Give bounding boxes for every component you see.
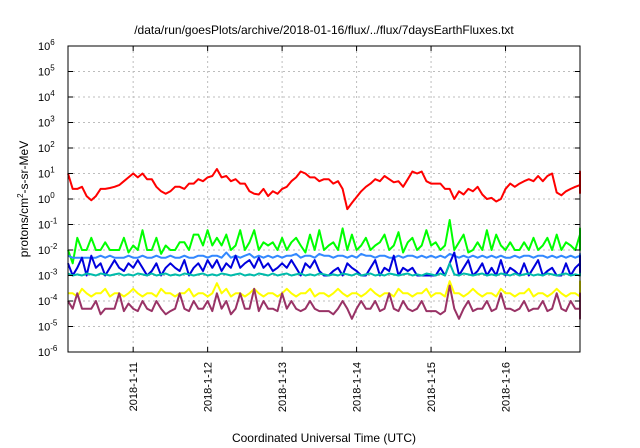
y-axis-label-sup: 2 [16,193,25,198]
x-tick-label: 2018-1-14 [352,362,364,412]
y-tick-base: 10 [38,194,50,206]
y-tick-exp: -2 [50,242,58,251]
y-tick-label: 102 [38,140,55,155]
y-tick-base: 10 [38,118,50,130]
y-axis: 10-610-510-410-310-210-11001011021031041… [38,38,580,359]
y-tick-exp: 4 [50,89,55,98]
y-tick-exp: -1 [50,217,58,226]
chart-title: /data/run/goesPlots/archive/2018-01-16/f… [134,23,514,37]
y-tick-exp: 2 [50,140,55,149]
y-tick-exp: -4 [50,293,58,302]
y-tick-exp: -3 [50,268,58,277]
y-tick-exp: 5 [50,64,55,73]
grid [68,46,580,352]
y-tick-exp: 6 [50,38,55,47]
x-tick-label: 2018-1-12 [203,362,215,412]
y-tick-base: 10 [38,245,50,257]
y-tick-exp: -5 [50,319,58,328]
y-tick-base: 10 [38,271,50,283]
y-tick-base: 10 [38,67,50,79]
y-axis-label-rest: -s-sr-MeV [17,141,31,194]
series-line-3 [67,251,581,259]
y-tick-exp: 1 [50,166,55,175]
y-tick-base: 10 [38,41,50,53]
y-tick-label: 10-3 [38,268,58,283]
y-tick-label: 101 [38,166,55,181]
y-tick-base: 10 [38,169,50,181]
series-line-6 [68,280,581,298]
x-tick-label: 2018-1-16 [501,362,513,412]
y-tick-base: 10 [38,220,50,232]
y-tick-exp: 3 [50,115,55,124]
x-tick-label: 2018-1-11 [128,362,140,411]
y-tick-label: 104 [38,89,55,104]
x-tick-label: 2018-1-13 [277,362,289,412]
y-tick-label: 103 [38,115,55,130]
y-tick-base: 10 [38,296,50,308]
y-tick-base: 10 [38,92,50,104]
x-tick-label: 2018-1-15 [426,362,438,412]
y-tick-label: 100 [38,191,55,206]
x-axis: 2018-1-11 2018-1-12 2018-1-13 2018-1-14 2018… [128,46,513,412]
y-tick-label: 106 [38,38,55,53]
series-group [67,168,581,320]
y-tick-label: 10-5 [38,319,58,334]
y-tick-exp: -6 [50,344,58,353]
y-axis-label-base: protons/cm [17,198,31,257]
y-tick-label: 10-4 [38,293,58,308]
y-tick-base: 10 [38,347,50,359]
y-tick-label: 10-6 [38,344,58,359]
y-tick-base: 10 [38,143,50,155]
y-tick-label: 10-2 [38,242,58,257]
y-tick-label: 105 [38,64,55,79]
x-axis-label: Coordinated Universal Time (UTC) [232,431,416,445]
y-tick-exp: 0 [50,191,55,200]
series-line-1 [67,168,581,211]
y-tick-base: 10 [38,322,50,334]
y-axis-label: protons/cm2-s-sr-MeV [16,141,31,257]
y-tick-label: 10-1 [38,217,58,232]
